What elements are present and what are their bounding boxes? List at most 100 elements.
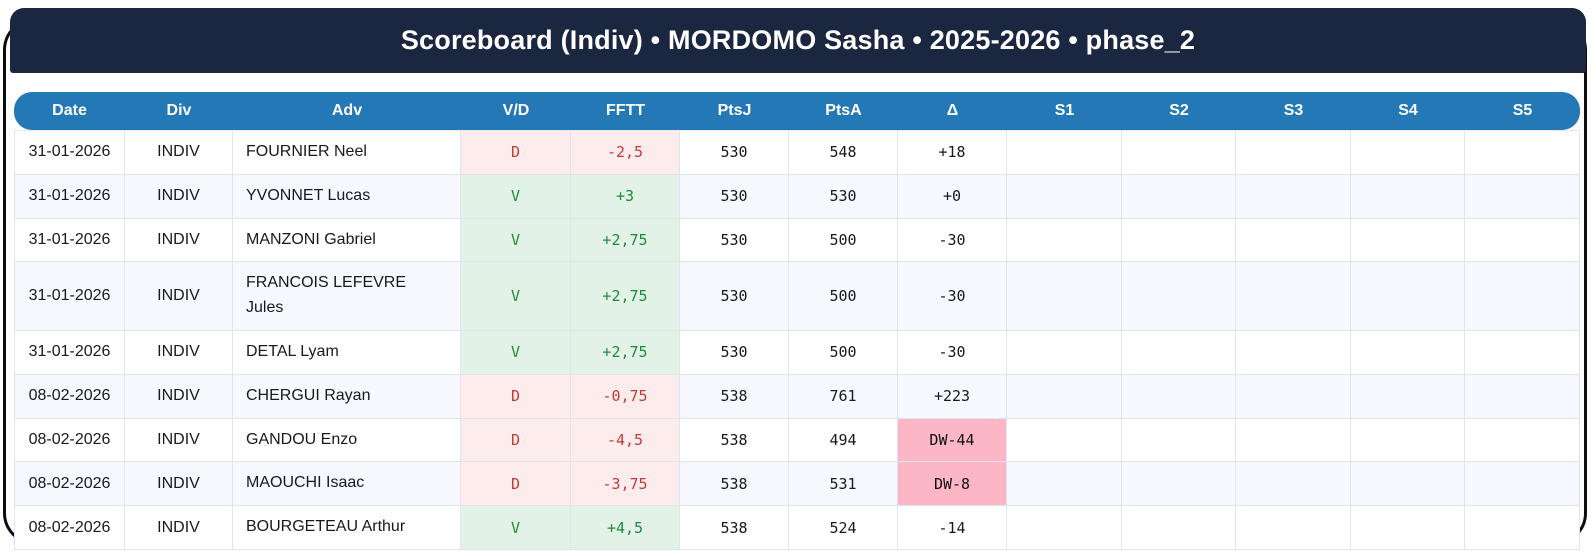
cell-ptsa: 524 <box>789 506 898 550</box>
cell-s4 <box>1351 330 1465 375</box>
cell-ptsa: 548 <box>789 130 898 175</box>
cell-ptsa: 500 <box>789 262 898 331</box>
column-header-s5: S5 <box>1465 92 1580 130</box>
cell-date: 08-02-2026 <box>14 462 125 507</box>
cell-s5 <box>1465 130 1580 175</box>
cell-ptsj: 538 <box>680 462 789 507</box>
cell-s3 <box>1236 262 1351 331</box>
cell-s1 <box>1007 330 1122 375</box>
cell-s2 <box>1122 330 1236 375</box>
column-header-div: Div <box>125 92 233 130</box>
cell-s5 <box>1465 462 1580 507</box>
cell-adv: FRANCOIS LEFEVRE Jules <box>233 262 461 331</box>
page-title: Scoreboard (Indiv) • MORDOMO Sasha • 202… <box>400 25 1196 55</box>
opponent-name: FOURNIER Neel <box>246 143 367 160</box>
cell-s4 <box>1351 418 1465 463</box>
cell-s3 <box>1236 506 1351 550</box>
cell-s5 <box>1465 174 1580 219</box>
cell-vd: D <box>461 374 571 419</box>
table-row: 31-01-2026 INDIV FOURNIER Neel D -2,5 530 548 +… <box>14 130 1580 175</box>
cell-s5 <box>1465 374 1580 419</box>
cell-ptsj: 538 <box>680 418 789 463</box>
cell-s4 <box>1351 174 1465 219</box>
column-header-ptsj: PtsJ <box>680 92 789 130</box>
cell-date: 31-01-2026 <box>14 262 125 331</box>
cell-adv: BOURGETEAU Arthur <box>233 506 461 550</box>
cell-delta: +0 <box>898 174 1007 219</box>
cell-delta: -30 <box>898 218 1007 263</box>
cell-vd: D <box>461 462 571 507</box>
cell-fftt: -4,5 <box>571 418 680 463</box>
table-row: 31-01-2026 INDIV DETAL Lyam V +2,75 530 500 -30 <box>14 330 1580 375</box>
cell-ptsj: 530 <box>680 218 789 263</box>
opponent-name: GANDOU Enzo <box>246 430 358 448</box>
opponent-name: YVONNET Lucas <box>246 186 371 204</box>
cell-date: 31-01-2026 <box>14 130 125 175</box>
cell-fftt: -0,75 <box>571 374 680 419</box>
cell-delta: DW-8 <box>898 462 1007 507</box>
cell-div: INDIV <box>125 418 233 463</box>
cell-adv: FOURNIER Neel <box>233 130 461 175</box>
cell-ptsj: 530 <box>680 262 789 331</box>
column-header-s3: S3 <box>1236 92 1351 130</box>
cell-date: 08-02-2026 <box>14 506 125 550</box>
cell-s2 <box>1122 374 1236 419</box>
cell-adv: YVONNET Lucas <box>233 174 461 219</box>
cell-ptsj: 530 <box>680 174 789 219</box>
cell-s4 <box>1351 374 1465 419</box>
opponent-name: BOURGETEAU Arthur <box>246 518 406 536</box>
cell-div: INDIV <box>125 374 233 419</box>
cell-s4 <box>1351 262 1465 331</box>
cell-vd: V <box>461 330 571 375</box>
cell-s5 <box>1465 330 1580 375</box>
cell-s3 <box>1236 174 1351 219</box>
cell-s3 <box>1236 462 1351 507</box>
cell-fftt: -2,5 <box>571 130 680 175</box>
cell-s3 <box>1236 374 1351 419</box>
column-header-delta: Δ <box>898 92 1007 130</box>
opponent-name: FRANCOIS LEFEVRE Jules <box>246 274 407 317</box>
cell-ptsj: 538 <box>680 374 789 419</box>
table-row: 31-01-2026 INDIV MANZONI Gabriel V +2,75 530 5… <box>14 218 1580 263</box>
cell-s2 <box>1122 262 1236 331</box>
cell-s1 <box>1007 506 1122 550</box>
cell-date: 31-01-2026 <box>14 174 125 219</box>
cell-ptsj: 530 <box>680 330 789 375</box>
cell-adv: CHERGUI Rayan <box>233 374 461 419</box>
cell-div: INDIV <box>125 462 233 507</box>
results-table: Date Div Adv V/D FFTT PtsJ PtsA Δ S1 S2 S3 S4 S5 31-… <box>14 92 1580 550</box>
cell-s1 <box>1007 218 1122 263</box>
table-row: 08-02-2026 INDIV GANDOU Enzo D -4,5 538 494 DW-… <box>14 418 1580 463</box>
table-row: 31-01-2026 INDIV YVONNET Lucas V +3 530 530 +0 <box>14 174 1580 219</box>
cell-s5 <box>1465 506 1580 550</box>
cell-s2 <box>1122 462 1236 507</box>
cell-fftt: +4,5 <box>571 506 680 550</box>
cell-ptsa: 761 <box>789 374 898 419</box>
cell-fftt: +2,75 <box>571 262 680 331</box>
cell-s5 <box>1465 262 1580 331</box>
cell-date: 08-02-2026 <box>14 418 125 463</box>
cell-s1 <box>1007 262 1122 331</box>
cell-delta: +18 <box>898 130 1007 175</box>
cell-fftt: +2,75 <box>571 330 680 375</box>
cell-s3 <box>1236 330 1351 375</box>
table-header-row: Date Div Adv V/D FFTT PtsJ PtsA Δ S1 S2 S3 S4 S5 <box>14 92 1580 130</box>
cell-delta: -14 <box>898 506 1007 550</box>
cell-fftt: -3,75 <box>571 462 680 507</box>
cell-adv: DETAL Lyam <box>233 330 461 375</box>
table-row: 31-01-2026 INDIV FRANCOIS LEFEVRE Jules V +2… <box>14 262 1580 331</box>
cell-date: 31-01-2026 <box>14 218 125 263</box>
column-header-date: Date <box>14 92 125 130</box>
column-header-s1: S1 <box>1007 92 1122 130</box>
cell-delta: -30 <box>898 262 1007 331</box>
results-table-container: Date Div Adv V/D FFTT PtsJ PtsA Δ S1 S2 S3 S4 S5 31-… <box>14 92 1580 550</box>
cell-s3 <box>1236 130 1351 175</box>
cell-ptsj: 538 <box>680 506 789 550</box>
cell-div: INDIV <box>125 218 233 263</box>
table-row: 08-02-2026 INDIV BOURGETEAU Arthur V +4,5 538… <box>14 506 1580 550</box>
column-header-s2: S2 <box>1122 92 1236 130</box>
column-header-vd: V/D <box>461 92 571 130</box>
table-header: Date Div Adv V/D FFTT PtsJ PtsA Δ S1 S2 S3 S4 S5 <box>14 92 1580 130</box>
cell-adv: GANDOU Enzo <box>233 418 461 463</box>
cell-s1 <box>1007 418 1122 463</box>
